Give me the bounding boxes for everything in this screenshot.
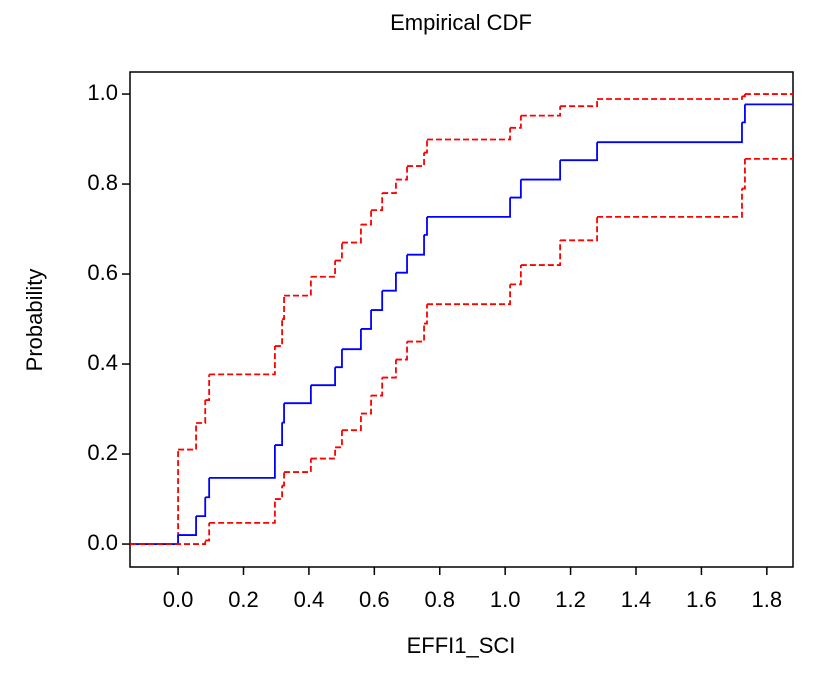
y-tick-label: 0.8 — [87, 170, 118, 195]
step-segment — [426, 127, 511, 141]
step-segment — [196, 400, 207, 424]
step-segment — [274, 319, 283, 347]
step-segment — [274, 485, 283, 500]
step-segment — [341, 224, 362, 244]
step-segment — [382, 272, 397, 292]
x-tick-label: 1.0 — [490, 587, 521, 612]
step-segment — [560, 142, 598, 162]
step-segment — [209, 445, 276, 479]
x-tick-label: 1.4 — [621, 587, 652, 612]
step-segment — [196, 497, 207, 518]
step-segment — [395, 341, 408, 361]
step-segment — [341, 413, 362, 432]
step-segment — [510, 179, 522, 199]
step-segment — [424, 139, 428, 154]
step-segment — [178, 516, 197, 536]
step-segment — [274, 422, 283, 446]
step-segment — [426, 284, 511, 306]
x-tick-label: 0.0 — [163, 587, 194, 612]
step-segment — [382, 179, 397, 194]
x-tick-label: 1.2 — [555, 587, 586, 612]
step-segment — [371, 193, 384, 212]
y-tick-label: 0.4 — [87, 350, 118, 375]
x-tick-label: 0.2 — [228, 587, 259, 612]
chart-title: Empirical CDF — [390, 10, 532, 35]
step-segment — [424, 216, 428, 236]
step-segment — [424, 304, 428, 325]
step-segment — [178, 423, 197, 451]
y-tick-label: 1.0 — [87, 80, 118, 105]
x-tick-label: 1.6 — [686, 587, 717, 612]
step-segment — [335, 349, 343, 369]
step-segment — [426, 197, 511, 218]
step-segment — [209, 499, 276, 524]
y-axis-label: Probability — [22, 269, 47, 372]
step-segment — [597, 188, 743, 218]
step-segment — [284, 276, 312, 297]
step-segment — [741, 158, 746, 190]
plot-frame — [129, 71, 794, 568]
step-segment — [560, 99, 598, 108]
step-segment — [395, 254, 408, 274]
step-segment — [741, 94, 746, 98]
step-segment — [310, 367, 336, 387]
step-segment — [395, 166, 408, 181]
step-segment — [597, 122, 743, 144]
step-segment — [282, 472, 285, 487]
y-tick-label: 0.2 — [87, 440, 118, 465]
step-segment — [284, 385, 312, 405]
step-segment — [360, 395, 372, 415]
step-segment — [371, 290, 384, 311]
x-tick-label: 0.6 — [359, 587, 390, 612]
step-segment — [335, 242, 343, 262]
step-segment — [130, 535, 179, 545]
step-segment — [560, 216, 598, 242]
step-segment — [371, 377, 384, 397]
step-segment — [310, 260, 336, 278]
step-segment — [597, 96, 743, 100]
step-segment — [284, 458, 312, 473]
step-segment — [510, 115, 522, 129]
step-segment — [341, 328, 362, 351]
step-segment — [520, 240, 562, 266]
y-tick-label: 0.0 — [87, 530, 118, 555]
step-segment — [130, 540, 207, 545]
step-segment — [407, 323, 425, 343]
step-segment — [205, 477, 211, 499]
step-segment — [382, 359, 397, 379]
step-segment — [510, 265, 522, 286]
step-segment — [335, 430, 343, 449]
step-segment — [205, 374, 211, 401]
step-segment — [407, 234, 425, 256]
x-tick-label: 0.4 — [294, 587, 325, 612]
x-axis-label: EFFI1_SCI — [407, 633, 516, 658]
step-segment — [310, 447, 336, 460]
step-segment — [282, 295, 285, 320]
step-segment — [282, 403, 285, 424]
step-segment — [407, 152, 425, 167]
step-segment — [205, 522, 211, 542]
step-segment — [520, 106, 562, 117]
step-segment — [360, 210, 372, 226]
step-segment — [520, 160, 562, 181]
x-tick-label: 0.8 — [424, 587, 455, 612]
step-segment — [130, 449, 179, 545]
step-segment — [209, 346, 276, 376]
y-tick-label: 0.6 — [87, 260, 118, 285]
step-segment — [741, 104, 746, 124]
step-segment — [360, 310, 372, 330]
x-tick-label: 1.8 — [752, 587, 783, 612]
